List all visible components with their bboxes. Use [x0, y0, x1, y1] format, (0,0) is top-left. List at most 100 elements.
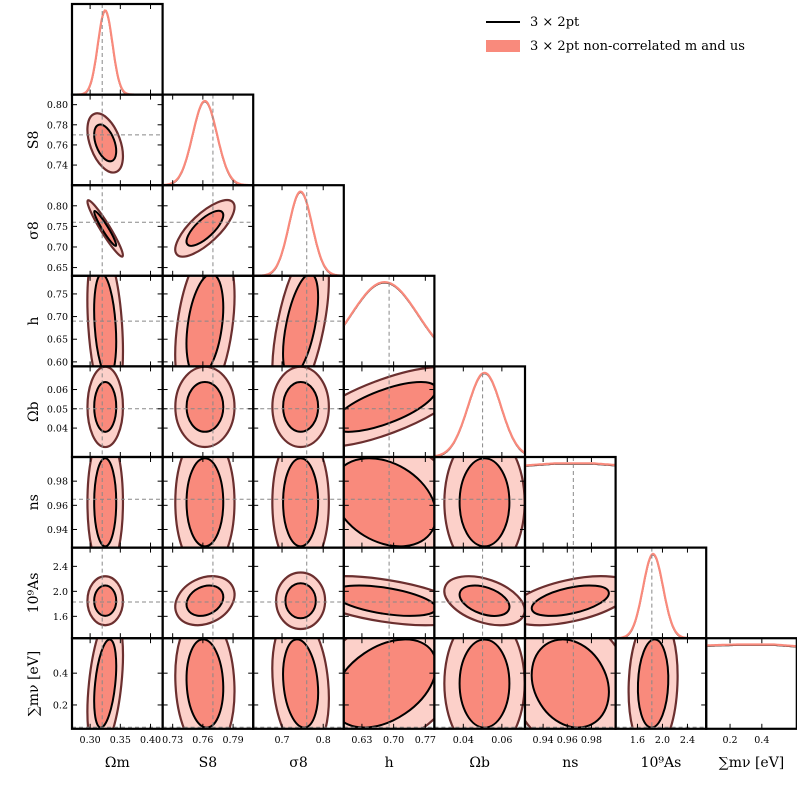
panel-content	[343, 366, 435, 457]
panel-frame	[70, 184, 164, 277]
panel-content	[72, 185, 163, 276]
panel-ns-Om	[70, 455, 164, 549]
panel-content	[253, 366, 344, 457]
y-axis-label-h: h	[26, 317, 42, 326]
panel-mnu-mnu	[705, 637, 797, 730]
panel-content	[162, 366, 254, 457]
panel-As-As	[614, 546, 708, 640]
contour-68	[185, 275, 225, 367]
panel-frame	[161, 93, 255, 187]
panel-mnu-h	[342, 637, 436, 730]
y-tick-label: 0.05	[47, 404, 68, 415]
x-axis-label-s8: σ8	[289, 755, 307, 771]
panel-mnu-s8	[252, 637, 345, 730]
marginal-line-Om	[72, 10, 163, 95]
contour-68	[93, 457, 118, 548]
contour-68	[282, 275, 320, 367]
contour-68	[93, 209, 118, 247]
contour-68	[343, 638, 435, 729]
panel-ns-s8	[252, 455, 345, 549]
contour-68	[530, 638, 610, 729]
y-tick-label: 0.4	[53, 669, 68, 680]
marginal-line-As	[615, 553, 707, 639]
panel-content	[162, 547, 254, 639]
y-tick-label: 0.65	[47, 263, 68, 274]
contour-68	[185, 457, 225, 548]
y-tick-label: 2.0	[53, 587, 68, 598]
panel-ns-Ob	[433, 455, 527, 549]
panel-content	[162, 185, 254, 276]
panel-content	[615, 547, 707, 639]
y-tick-label: 0.76	[47, 140, 68, 151]
legend-label-fill: 3 × 2pt non-correlated m and us	[530, 38, 745, 54]
panel-content	[72, 366, 163, 457]
contour-68	[282, 380, 320, 433]
marginal-line-Ob	[434, 372, 525, 457]
y-axis-label-s8: σ8	[26, 221, 42, 239]
y-tick-label: 0.65	[47, 335, 68, 346]
x-tick-label: 0.96	[557, 735, 578, 746]
x-tick-label: 0.7	[274, 735, 289, 746]
x-axis-label-ns: ns	[562, 755, 578, 771]
x-tick-label: 0.70	[383, 735, 404, 746]
panel-content	[525, 638, 616, 729]
y-tick-label: 1.6	[53, 612, 68, 623]
y-tick-label: 0.98	[47, 477, 68, 488]
x-axis-label-mnu: ∑mν [eV]	[719, 755, 785, 771]
x-axis-label-S8: S8	[199, 755, 218, 771]
x-tick-label: 0.73	[162, 735, 183, 746]
panel-content	[343, 547, 435, 639]
y-tick-label: 2.4	[53, 562, 68, 573]
panel-As-S8	[161, 546, 255, 640]
marginal-fill-Om	[72, 9, 163, 95]
y-axis-label-Ob: Ωb	[26, 401, 42, 422]
panel-content	[434, 638, 525, 729]
panel-frame	[433, 365, 527, 459]
panel-Om-Om	[70, 2, 164, 96]
y-tick-label: 0.78	[47, 120, 68, 131]
x-tick-label: 0.2	[722, 735, 737, 746]
panel-frame	[614, 546, 708, 640]
panel-ns-S8	[161, 455, 255, 549]
contour-68	[93, 275, 118, 367]
panel-s8-s8	[252, 184, 345, 277]
panel-content	[434, 457, 525, 548]
x-tick-label: 0.30	[80, 735, 101, 746]
panel-content	[343, 457, 435, 548]
panel-content	[162, 275, 254, 367]
y-tick-label: 0.04	[47, 424, 68, 435]
y-tick-label: 0.80	[47, 100, 68, 111]
y-tick-label: 0.06	[47, 385, 68, 396]
panel-content	[253, 638, 344, 729]
legend-fill-swatch	[486, 40, 520, 52]
panel-S8-S8	[161, 93, 255, 187]
panel-content	[72, 547, 163, 639]
x-tick-label: 0.35	[110, 735, 131, 746]
panel-ns-h	[342, 455, 436, 549]
y-tick-label: 0.75	[47, 289, 68, 300]
y-tick-label: 0.96	[47, 501, 68, 512]
panel-h-S8	[161, 274, 255, 368]
contour-68	[185, 584, 225, 617]
contour-68	[93, 584, 118, 617]
contour-68	[93, 123, 118, 163]
panel-As-s8	[252, 546, 345, 640]
panel-content	[706, 643, 797, 648]
panel-Ob-s8	[252, 365, 345, 459]
panel-h-Om	[70, 274, 164, 368]
panel-content	[253, 185, 344, 276]
x-tick-label: 2.0	[655, 735, 670, 746]
x-tick-label: 0.98	[581, 735, 602, 746]
x-tick-label: 0.8	[316, 735, 331, 746]
panel-S8-Om	[70, 93, 164, 187]
panel-s8-Om	[70, 184, 164, 277]
panel-ns-ns	[523, 455, 617, 549]
panel-content	[162, 94, 254, 186]
y-tick-label: 0.74	[47, 161, 68, 172]
y-tick-label: 0.2	[53, 700, 68, 711]
x-tick-label: 0.63	[351, 735, 372, 746]
panel-content	[72, 4, 163, 95]
panel-mnu-Ob	[433, 637, 527, 730]
panel-content	[434, 547, 525, 639]
